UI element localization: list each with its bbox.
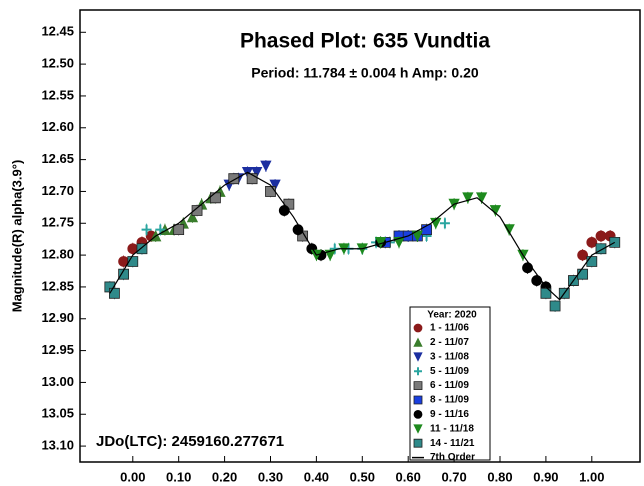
y-tick-label: 13.00 xyxy=(41,374,74,389)
legend-label: 8 - 11/09 xyxy=(430,395,469,406)
data-point xyxy=(609,236,621,248)
data-point xyxy=(118,268,130,280)
legend-label: 2 - 11/07 xyxy=(430,337,469,348)
legend-marker xyxy=(413,438,423,448)
annotation: JDo(LTC): 2459160.277671 xyxy=(96,433,284,450)
data-point xyxy=(269,179,281,191)
y-tick-label: 12.60 xyxy=(41,119,74,134)
data-point xyxy=(210,192,221,204)
x-tick-label: 0.90 xyxy=(533,469,558,484)
y-axis-label: Magnitude(R) alpha(3.9°) xyxy=(9,160,24,313)
legend-label: 5 - 11/09 xyxy=(430,366,469,377)
x-tick-label: 0.70 xyxy=(441,469,466,484)
legend-marker xyxy=(413,410,423,419)
data-point xyxy=(549,300,561,312)
legend-label: 3 - 11/08 xyxy=(430,351,469,362)
y-tick-label: 12.75 xyxy=(41,215,74,230)
legend-marker xyxy=(413,395,423,405)
data-point xyxy=(136,243,148,255)
data-point xyxy=(251,166,263,179)
fit-line xyxy=(109,171,616,301)
legend-marker xyxy=(413,337,423,347)
data-point xyxy=(586,237,598,248)
data-point xyxy=(595,230,607,242)
y-tick-label: 12.50 xyxy=(41,56,74,71)
y-tick-label: 12.70 xyxy=(41,183,74,198)
y-tick-label: 12.80 xyxy=(41,247,74,262)
data-point xyxy=(173,224,185,236)
x-tick-label: 0.20 xyxy=(212,469,237,484)
data-point xyxy=(292,224,304,235)
legend-box xyxy=(409,306,491,461)
x-tick-label: 0.00 xyxy=(120,469,145,484)
y-tick-label: 12.65 xyxy=(41,151,74,166)
x-tick-label: 0.10 xyxy=(166,469,191,484)
x-tick-label: 0.30 xyxy=(258,469,283,484)
legend-marker xyxy=(413,352,423,362)
y-tick-label: 12.45 xyxy=(41,24,74,39)
y-tick-label: 12.55 xyxy=(41,87,74,102)
data-point xyxy=(393,236,405,249)
data-point xyxy=(265,186,276,197)
legend-label: 6 - 11/09 xyxy=(430,380,469,391)
x-tick-label: 0.60 xyxy=(396,469,421,484)
legend-marker xyxy=(413,424,423,434)
legend-label: 1 - 11/06 xyxy=(430,323,469,334)
chart-title: Phased Plot: 635 Vundtia xyxy=(240,30,490,53)
data-point xyxy=(186,211,199,223)
y-tick-label: 12.95 xyxy=(41,342,74,357)
data-point xyxy=(109,287,120,299)
data-point xyxy=(522,262,533,274)
data-point xyxy=(141,224,152,235)
y-tick-label: 12.90 xyxy=(41,310,74,325)
data-point xyxy=(324,249,336,261)
legend-marker xyxy=(413,381,423,390)
legend-label: 14 - 11/21 xyxy=(430,438,475,449)
x-tick-label: 0.80 xyxy=(487,469,512,484)
data-point xyxy=(278,205,290,216)
data-point xyxy=(586,256,598,267)
legend-label: 9 - 11/16 xyxy=(430,409,469,420)
data-point xyxy=(439,218,450,229)
chart-subtitle: Period: 11.784 ± 0.004 h Amp: 0.20 xyxy=(251,65,479,81)
x-tick-label: 1.00 xyxy=(579,469,604,484)
x-tick-label: 0.50 xyxy=(350,469,375,484)
x-tick-label: 0.40 xyxy=(304,469,329,484)
y-tick-label: 12.85 xyxy=(41,278,74,293)
plot-frame xyxy=(79,9,641,463)
legend-title: Year: 2020 xyxy=(427,310,477,321)
data-point xyxy=(577,249,589,261)
data-point xyxy=(462,192,474,204)
data-point xyxy=(475,192,488,204)
legend-label: 7th Order xyxy=(430,452,475,463)
data-point xyxy=(531,275,543,286)
y-tick-label: 13.10 xyxy=(41,438,74,453)
legend-marker xyxy=(414,367,422,376)
legend-marker xyxy=(413,323,423,333)
data-point xyxy=(260,160,272,172)
data-point xyxy=(577,268,589,280)
y-tick-label: 13.05 xyxy=(41,406,74,421)
legend-label: 11 - 11/18 xyxy=(430,423,474,434)
